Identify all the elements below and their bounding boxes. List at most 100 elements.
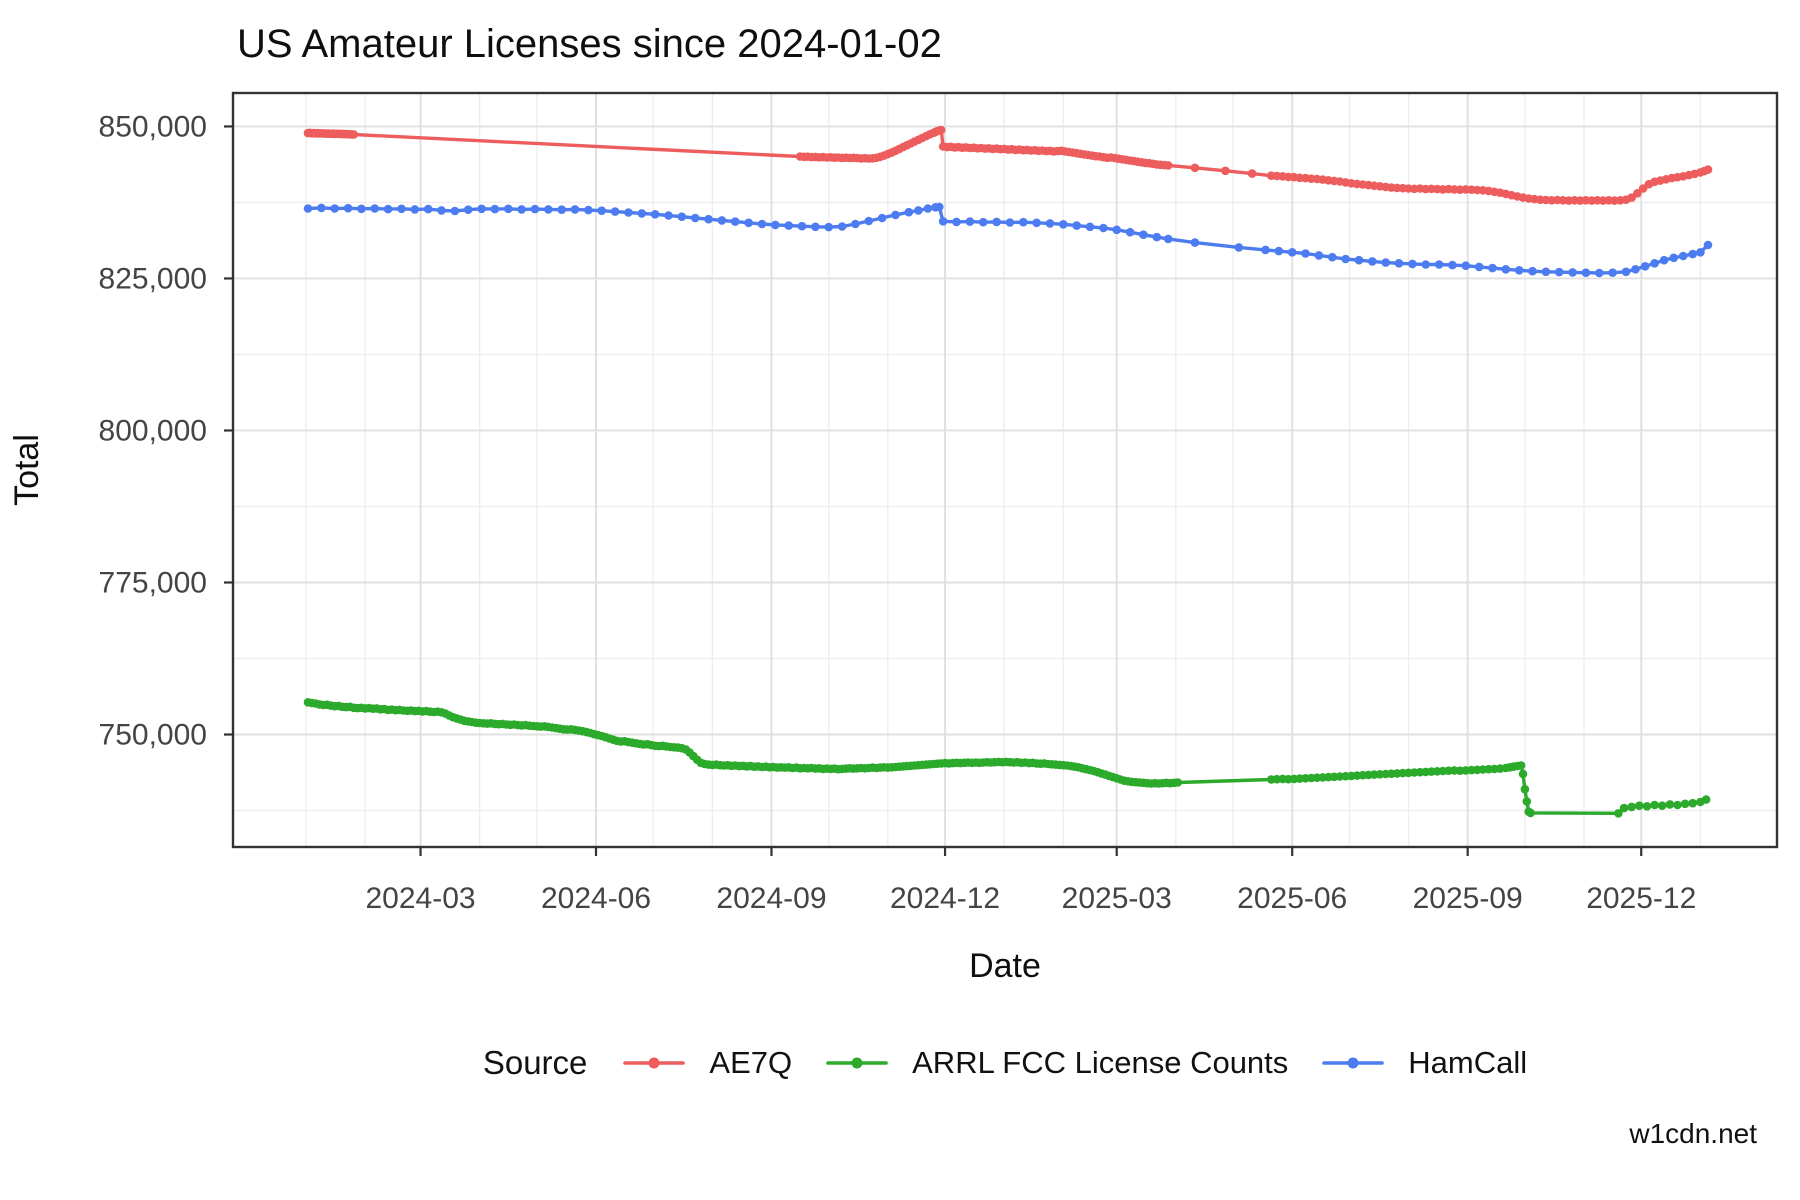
- data-point: [837, 222, 847, 231]
- data-point: [1673, 800, 1682, 810]
- legend-items: AE7Q ARRL FCC License Counts HamCall: [623, 1045, 1527, 1081]
- data-point: [757, 219, 767, 229]
- data-point: [1631, 265, 1640, 274]
- y-tick-label: 825,000: [99, 262, 207, 295]
- data-point: [1173, 778, 1183, 787]
- data-point: [1381, 258, 1390, 267]
- legend-item-label: ARRL FCC License Counts: [912, 1045, 1289, 1080]
- data-point: [349, 130, 359, 139]
- data-point: [1642, 802, 1652, 811]
- data-point: [383, 204, 393, 214]
- data-series: [303, 125, 1713, 818]
- data-point: [1696, 248, 1705, 257]
- data-point: [1190, 163, 1200, 173]
- data-point: [1568, 268, 1577, 277]
- data-point: [1045, 219, 1055, 228]
- data-point: [1019, 217, 1028, 227]
- data-point: [1301, 249, 1310, 258]
- data-point: [965, 217, 975, 226]
- data-point: [1434, 260, 1444, 269]
- data-point: [423, 204, 433, 214]
- x-tick-label: 2025-12: [1586, 882, 1696, 915]
- data-point: [1522, 797, 1532, 806]
- data-point: [544, 205, 553, 214]
- data-point: [1608, 268, 1617, 278]
- data-point: [677, 212, 687, 221]
- data-point: [811, 222, 820, 232]
- data-point: [597, 206, 606, 215]
- data-point: [650, 210, 660, 219]
- y-axis-title: Total: [8, 434, 46, 506]
- axis-tick-labels: 2024-03 2024-06 2024-09 2024-12 2025-03 2025-…: [99, 110, 1697, 915]
- data-point: [1421, 260, 1430, 269]
- data-point: [1368, 257, 1377, 266]
- data-point: [704, 214, 713, 224]
- data-point: [1650, 800, 1659, 810]
- data-point: [784, 221, 793, 230]
- data-point: [851, 219, 860, 229]
- data-point: [1554, 267, 1564, 277]
- data-point: [1627, 802, 1636, 812]
- data-point: [1394, 259, 1404, 268]
- grid-lines: [233, 93, 1777, 847]
- data-point: [914, 206, 923, 215]
- data-point: [1703, 240, 1713, 250]
- plot-panel-border: [231, 91, 1779, 849]
- data-point: [343, 203, 353, 213]
- data-point: [1328, 252, 1337, 262]
- data-point: [1688, 249, 1697, 259]
- series-line: [306, 205, 1710, 275]
- data-point: [530, 204, 540, 214]
- data-point: [864, 216, 874, 226]
- data-point: [730, 217, 740, 226]
- data-point: [935, 202, 944, 212]
- data-point: [1501, 265, 1511, 274]
- legend-item-label: HamCall: [1408, 1045, 1528, 1080]
- data-point: [437, 206, 446, 215]
- data-point: [584, 205, 593, 215]
- data-point: [397, 204, 406, 214]
- data-point: [952, 217, 961, 227]
- data-point: [891, 210, 900, 220]
- data-point: [517, 205, 526, 214]
- data-point: [1657, 801, 1667, 810]
- legend-key-point: [851, 1057, 863, 1069]
- data-point: [1528, 266, 1537, 276]
- legend: Source AE7Q ARRL FCC License Counts HamCal…: [233, 1038, 1777, 1088]
- x-axis-title: Date: [969, 947, 1041, 985]
- data-point: [1152, 232, 1162, 242]
- y-tick-label: 800,000: [99, 414, 207, 447]
- y-tick-label: 750,000: [99, 719, 207, 752]
- data-point: [1354, 255, 1364, 265]
- data-point: [1125, 227, 1135, 237]
- data-point: [1518, 769, 1528, 779]
- legend-item-label: AE7Q: [709, 1045, 793, 1080]
- data-point: [877, 213, 887, 223]
- data-point: [1005, 218, 1015, 227]
- data-point: [1474, 262, 1484, 272]
- data-point: [1619, 803, 1629, 813]
- x-tick-label: 2024-09: [716, 882, 826, 915]
- data-point: [1287, 248, 1297, 257]
- data-point: [370, 204, 380, 213]
- data-point: [317, 203, 326, 213]
- data-point: [1688, 798, 1697, 808]
- legend-key-point: [1347, 1057, 1359, 1069]
- data-point: [1635, 801, 1644, 810]
- data-point: [1112, 225, 1121, 235]
- data-point: [463, 205, 473, 214]
- data-point: [1139, 230, 1148, 239]
- data-point: [557, 205, 566, 214]
- data-point: [1408, 259, 1417, 269]
- data-point: [1190, 238, 1200, 247]
- legend-key-icon: [826, 1057, 888, 1069]
- data-point: [477, 204, 486, 214]
- data-point: [1072, 221, 1081, 230]
- data-point: [1341, 254, 1350, 264]
- data-point: [824, 222, 833, 232]
- series-hamcall: [303, 202, 1713, 278]
- data-point: [992, 217, 1001, 227]
- legend-title: Source: [482, 1044, 588, 1081]
- legend-key-point: [648, 1057, 660, 1069]
- data-point: [1633, 189, 1642, 198]
